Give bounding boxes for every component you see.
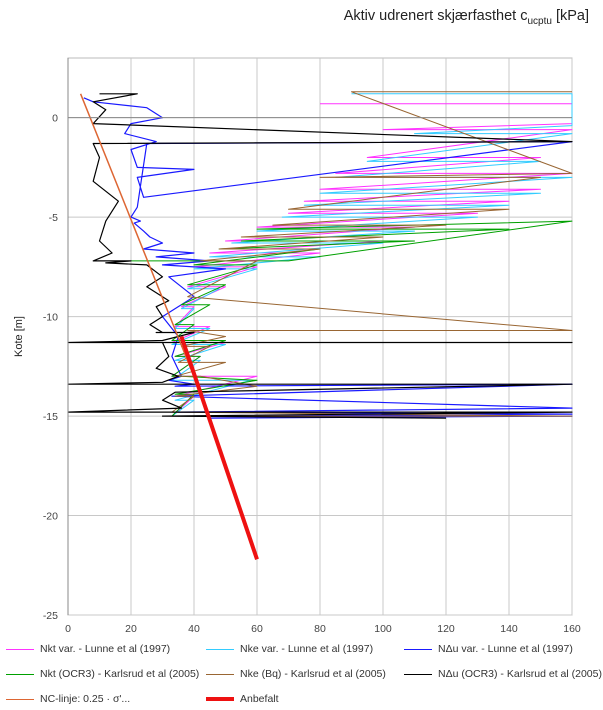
legend-swatch xyxy=(404,673,432,675)
chart-legend: Nkt var. - Lunne et al (1997) Nke var. - … xyxy=(6,643,603,710)
legend-swatch xyxy=(6,673,34,675)
series-line-2 xyxy=(171,93,573,417)
x-tick-label: 140 xyxy=(500,623,518,635)
x-tick-label: 0 xyxy=(65,623,71,635)
legend-label: NΔu var. - Lunne et al (1997) xyxy=(438,643,573,655)
legend-swatch xyxy=(206,648,234,650)
legend-item: Anbefalt xyxy=(206,693,279,705)
legend-swatch xyxy=(6,698,34,700)
legend-item: NΔu (OCR3) - Karlsrud et al (2005) xyxy=(404,668,602,680)
x-tick-label: 60 xyxy=(251,623,263,635)
x-tick-label: 40 xyxy=(188,623,200,635)
axes: 0 20 40 60 80 100 120 140 160 0 -5 -10 -15 -20 -25 Kote… xyxy=(13,58,581,635)
series-line-5 xyxy=(171,91,573,417)
y-tick-label: -25 xyxy=(43,610,58,622)
legend-swatch xyxy=(404,648,432,650)
legend-item: Nke var. - Lunne et al (1997) xyxy=(206,643,373,655)
legend-swatch xyxy=(206,697,234,701)
x-tick-label: 160 xyxy=(563,623,581,635)
y-tick-label: -15 xyxy=(43,411,58,423)
legend-label: NC-linje: 0.25 · σ'... xyxy=(40,693,131,705)
legend-label: Nkt (OCR3) - Karlsrud et al (2005) xyxy=(40,668,200,680)
legend-label: NΔu (OCR3) - Karlsrud et al (2005) xyxy=(438,668,602,680)
legend-swatch xyxy=(206,673,234,675)
legend-item: Nkt (OCR3) - Karlsrud et al (2005) xyxy=(6,668,199,680)
legend-item: NC-linje: 0.25 · σ'... xyxy=(6,693,130,705)
legend-label: Nke (Bq) - Karlsrud et al (2005) xyxy=(240,668,386,680)
legend-label: Nke var. - Lunne et al (1997) xyxy=(240,643,374,655)
legend-swatch xyxy=(6,648,34,650)
legend-item: NΔu var. - Lunne et al (1997) xyxy=(404,643,573,655)
plot-series xyxy=(67,91,573,560)
chart-title: Aktiv udrenert skjærfasthet cucptu [kPa] xyxy=(343,8,589,27)
y-tick-label: -20 xyxy=(43,511,58,523)
legend-item: Nkt var. - Lunne et al (1997) xyxy=(6,643,170,655)
y-axis-label: Kote [m] xyxy=(13,316,25,357)
y-tick-label: 0 xyxy=(52,113,58,125)
legend-label: Nkt var. - Lunne et al (1997) xyxy=(40,643,171,655)
legend-item: Nke (Bq) - Karlsrud et al (2005) xyxy=(206,668,386,680)
series-line-6 xyxy=(67,93,573,419)
y-tick-label: -5 xyxy=(49,212,58,224)
x-tick-label: 120 xyxy=(437,623,455,635)
x-tick-label: 80 xyxy=(314,623,326,635)
x-tick-label: 100 xyxy=(374,623,392,635)
series-line-8 xyxy=(179,335,259,560)
y-tick-label: -10 xyxy=(43,312,58,324)
x-tick-label: 20 xyxy=(125,623,137,635)
legend-label: Anbefalt xyxy=(240,693,279,705)
